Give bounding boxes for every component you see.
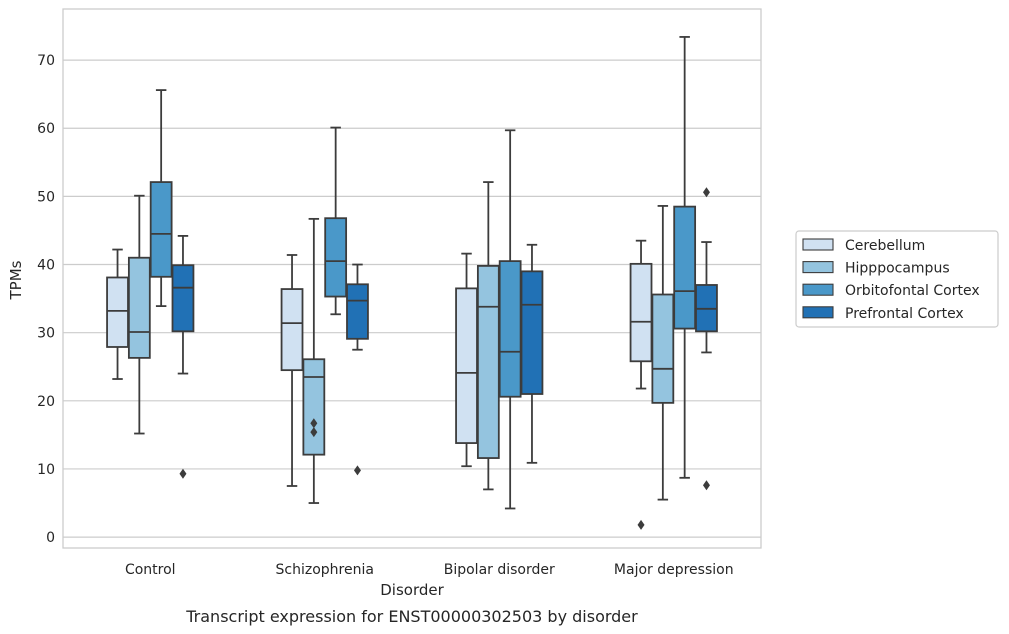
box-cerebellum bbox=[629, 262, 653, 363]
y-tick-label: 30 bbox=[37, 326, 55, 342]
x-tick-label: Control bbox=[125, 562, 176, 578]
outlier-point bbox=[353, 465, 361, 476]
box-orbitofontal-cortex bbox=[673, 205, 697, 330]
y-tick-label: 60 bbox=[37, 121, 55, 137]
outlier-point bbox=[702, 187, 710, 198]
box-orbitofontal-cortex bbox=[498, 260, 522, 398]
legend-swatch bbox=[802, 306, 834, 319]
category-group bbox=[280, 126, 369, 504]
legend-swatch bbox=[802, 283, 834, 296]
chart-caption: Transcript expression for ENST0000030250… bbox=[185, 607, 638, 626]
y-tick-label: 70 bbox=[37, 53, 55, 69]
outlier-point bbox=[310, 418, 318, 429]
outlier-point bbox=[179, 468, 187, 479]
box-prefrontal-cortex bbox=[346, 283, 369, 340]
box-cerebellum bbox=[455, 287, 478, 444]
outlier-point bbox=[702, 480, 710, 491]
category-group bbox=[629, 36, 718, 530]
legend-label: Orbitofontal Cortex bbox=[845, 283, 980, 299]
legend-swatch bbox=[802, 261, 834, 274]
x-axis-title: Disorder bbox=[380, 581, 444, 599]
box-prefrontal-cortex bbox=[171, 264, 195, 333]
box-hipppocampus bbox=[476, 264, 500, 459]
legend-swatch bbox=[802, 238, 834, 251]
legend-frame bbox=[795, 230, 999, 328]
category-group bbox=[106, 89, 195, 479]
box-cerebellum bbox=[106, 276, 129, 348]
y-tick-label: 20 bbox=[37, 394, 55, 410]
box-prefrontal-cortex bbox=[520, 270, 544, 395]
y-tick-label: 10 bbox=[37, 462, 55, 478]
y-tick-label: 50 bbox=[37, 189, 55, 205]
box-orbitofontal-cortex bbox=[149, 181, 173, 278]
box-hipppocampus bbox=[127, 256, 151, 359]
outlier-point bbox=[310, 427, 318, 438]
box-groups bbox=[106, 36, 718, 530]
x-tick-label: Major depression bbox=[614, 562, 734, 578]
x-tick-label: Schizophrenia bbox=[276, 562, 374, 578]
y-tick-label: 40 bbox=[37, 258, 55, 274]
y-tick-label: 0 bbox=[46, 530, 55, 546]
plot-area-frame bbox=[62, 8, 762, 549]
box-cerebellum bbox=[280, 288, 304, 372]
legend-label: Prefrontal Cortex bbox=[845, 306, 964, 322]
box-hipppocampus bbox=[651, 293, 675, 404]
legend-label: Hipppocampus bbox=[845, 261, 950, 277]
x-tick-labels: Control Schizophrenia Bipolar disorder Majo… bbox=[125, 562, 734, 578]
box-hipppocampus bbox=[302, 358, 326, 456]
legend-label: Cerebellum bbox=[845, 238, 925, 254]
category-group bbox=[455, 129, 544, 510]
x-tick-label: Bipolar disorder bbox=[444, 562, 555, 578]
y-axis-title: TPMs bbox=[7, 260, 25, 300]
legend: Cerebellum Hipppocampus Orbitofontal Corte… bbox=[795, 230, 999, 328]
y-tick-labels: 0 10 20 30 40 50 60 70 bbox=[37, 53, 55, 546]
box-orbitofontal-cortex bbox=[324, 217, 348, 298]
outlier-point bbox=[637, 519, 645, 530]
